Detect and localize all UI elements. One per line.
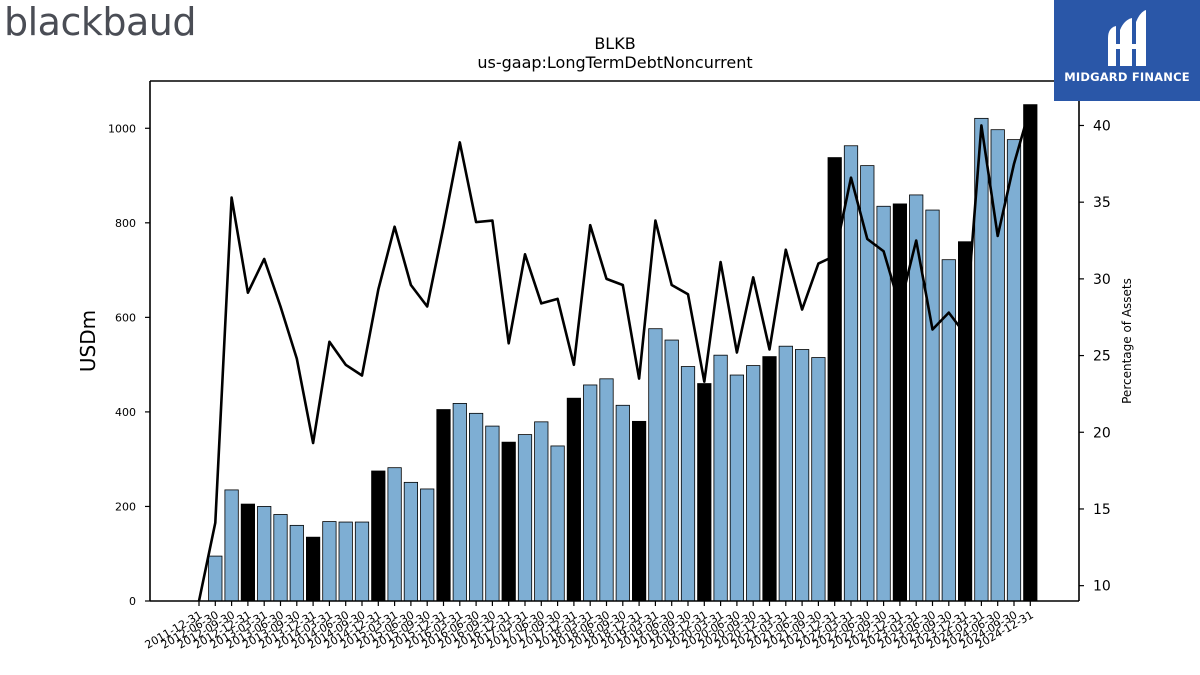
bar: [778, 345, 793, 602]
bar: [1023, 104, 1038, 602]
bar: [746, 365, 761, 602]
bar: [599, 378, 614, 602]
midgard-logo-text: MIDGARD FINANCE: [1064, 70, 1190, 84]
bar: [827, 157, 842, 602]
bar: [925, 209, 940, 602]
bar: [795, 349, 810, 602]
y2-tick-label: 30: [1093, 272, 1111, 288]
bar: [240, 503, 255, 602]
bar: [566, 397, 582, 602]
line-group: [197, 106, 1032, 602]
y-tick-label: 200: [115, 500, 136, 513]
bar: [322, 521, 337, 602]
y-tick-label: 0: [129, 595, 136, 608]
bar: [257, 506, 272, 602]
bar: [664, 339, 679, 602]
bar: [371, 470, 386, 602]
axes-group: 02004006008001000101520253035402011-12-3…: [108, 80, 1111, 652]
bar: [534, 421, 549, 602]
bar: [289, 524, 304, 602]
bar: [583, 384, 598, 602]
bars-group: [208, 104, 1038, 602]
bar: [338, 521, 353, 602]
y2-tick-label: 15: [1093, 502, 1111, 518]
y2-tick-label: 10: [1093, 579, 1111, 595]
bar: [305, 536, 321, 602]
y2-tick-label: 40: [1093, 118, 1111, 134]
bar: [860, 165, 875, 602]
bar: [468, 412, 484, 602]
y2-tick-label: 25: [1093, 349, 1111, 365]
y2-tick-label: 20: [1093, 425, 1111, 441]
bar: [387, 467, 402, 602]
bar: [892, 203, 908, 602]
bar: [224, 489, 239, 602]
y-tick-label: 1000: [108, 122, 136, 135]
blackbaud-logo: blackbaud: [4, 0, 196, 44]
bar: [354, 521, 370, 602]
y-tick-label: 800: [115, 217, 136, 230]
bar: [762, 356, 777, 602]
bar: [811, 357, 826, 602]
bar: [273, 514, 288, 602]
bar: [729, 374, 745, 602]
bar: [420, 488, 435, 602]
bar: [648, 328, 663, 602]
bar: [452, 402, 467, 602]
bar: [403, 481, 419, 602]
midgard-finance-logo: MIDGARD FINANCE: [1054, 0, 1200, 101]
bar: [485, 425, 500, 602]
y2-tick-label: 35: [1093, 195, 1111, 211]
bar: [436, 409, 451, 602]
bar: [680, 366, 696, 602]
bar: [697, 383, 712, 602]
y2-axis-label: Percentage of Assets: [1120, 278, 1134, 404]
bar: [501, 441, 516, 602]
y-axis-label: USDm: [76, 310, 100, 372]
bar: [941, 259, 956, 602]
bar: [208, 555, 223, 602]
chart-title: BLKB: [594, 34, 635, 53]
bar: [1006, 139, 1022, 602]
midgard-logo-icon: [1108, 10, 1146, 66]
chart-subtitle: us-gaap:LongTermDebtNoncurrent: [477, 53, 752, 72]
bar: [958, 241, 973, 602]
bar: [550, 445, 565, 602]
y-tick-label: 600: [115, 311, 136, 324]
bar: [843, 145, 859, 602]
bar: [632, 420, 647, 602]
bar: [713, 354, 728, 602]
bar: [517, 434, 533, 602]
line-series: [197, 106, 1032, 602]
bar: [615, 404, 630, 602]
y-tick-label: 400: [115, 406, 136, 419]
